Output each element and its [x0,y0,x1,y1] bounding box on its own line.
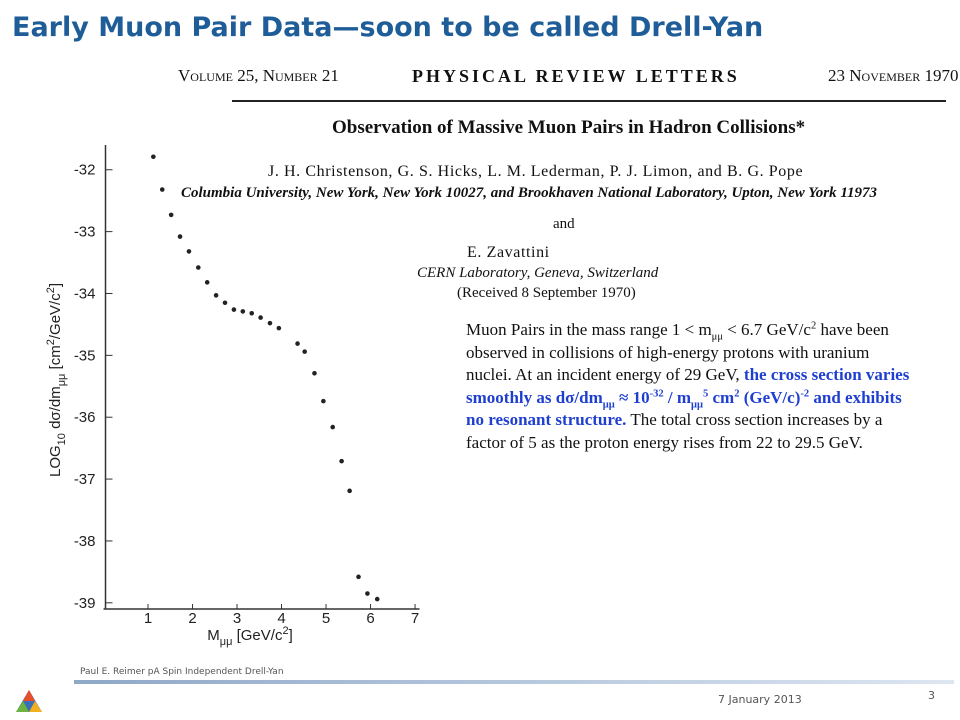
y-tick-label: -37 [74,471,96,488]
text: < 6.7 GeV/c [722,320,811,339]
highlight: the cross section varies smoothly as dσ/… [466,365,909,429]
x-tick-label: 5 [322,610,330,627]
y-tick-label: -38 [74,533,96,550]
affiliation: Columbia University, New York, New York … [181,185,878,201]
y-tick-label: -33 [74,224,96,241]
y-tick-label: -34 [74,285,96,302]
data-point [356,574,361,580]
text: (GeV/c) [739,387,801,407]
footer-date: 7 January 2013 [718,693,802,706]
data-point [321,398,326,404]
x-tick-label: 1 [144,610,152,627]
x-tick-label: 3 [233,610,241,627]
data-point [196,265,201,270]
data-point [339,458,344,464]
data-point [302,349,307,354]
text: μμ [220,636,233,648]
data-point [186,249,192,254]
summary: Muon Pairs in the mass range 1 < mμμ < 6… [466,319,916,454]
text: /GeV/c [47,293,64,339]
text: the cross section varies smoothly as dσ/… [466,365,910,407]
text: μμ [602,398,615,410]
data-point [168,212,174,218]
data-point [231,307,237,312]
text: 10 [56,433,68,445]
data-point [240,309,246,314]
data-point [347,488,352,494]
data-point [204,280,210,285]
data-point [222,300,228,306]
data-point [330,424,336,430]
author: E. Zavattini [467,244,550,261]
text: The total cross section increases by a f… [466,410,883,452]
affiliation: CERN Laboratory, Geneva, Switzerland [417,265,659,281]
text: M [207,627,220,644]
text: 2 [734,387,740,399]
text: cm [708,387,735,407]
text: Muon Pairs in the mass range 1 < m [466,320,712,339]
page-number: 3 [928,689,935,702]
text: 2 [45,287,57,293]
data-point [365,591,370,596]
x-tick-label: 4 [277,610,285,627]
conjunction: and [553,216,575,232]
data-point [295,341,300,346]
data-point [276,325,282,331]
authors: J. H. Christenson, G. S. Hicks, L. M. Le… [268,163,804,180]
data-point [258,315,263,320]
text: 2 [45,339,57,345]
y-tick-label: -35 [74,347,96,364]
text: [GeV/c [232,627,283,644]
text: 2 [282,625,288,637]
data-point [249,310,255,316]
text: μμ [691,398,703,410]
chart: LOG10 dσ/dmμμ [cm2/GeV/c2] Mμμ [GeV/c2] … [45,145,420,648]
logo [16,690,42,712]
received: (Received 8 September 1970) [457,285,636,301]
data-point [177,234,183,239]
x-tick-label: 2 [188,610,196,627]
x-axis-label: Mμμ [GeV/c2] [207,625,293,648]
y-tick-label: -32 [74,162,96,179]
journal-date: 23 November 1970 [828,66,959,85]
text: ] [47,283,64,287]
header-rule [232,100,946,102]
text: dσ/dm [47,386,64,433]
x-tick-label: 7 [411,610,419,627]
slide-title: Early Muon Pair Data—soon to be called D… [12,12,764,43]
data-point [312,370,317,376]
text: -32 [649,387,664,399]
text: 2 [810,320,817,332]
footer-bar [74,680,954,684]
text: -2 [800,387,810,399]
footer-text: Paul E. Reimer pA Spin Independent Drell… [80,667,284,677]
text: LOG [47,445,64,477]
data-point [151,154,156,160]
text: ] [289,627,293,644]
text: and exhibits no resonant structure. [466,387,902,430]
text: ≈ 10 [614,387,650,407]
data-point [374,596,380,602]
y-tick-label: -39 [74,595,96,612]
data-point [213,293,219,298]
text: μμ [56,374,68,387]
text: [cm [47,345,64,373]
y-axis-label: LOG10 dσ/dmμμ [cm2/GeV/c2] [45,283,68,477]
text: μμ [711,331,723,343]
journal-volume: Volume 25, Number 21 [178,66,339,85]
text: 5 [702,387,709,399]
journal-name: PHYSICAL REVIEW LETTERS [412,66,740,86]
data-point [267,320,273,326]
text: / m [663,387,692,407]
paper-title: Observation of Massive Muon Pairs in Had… [332,117,806,138]
x-tick-label: 6 [366,610,374,627]
text: have been observed in collisions of high… [466,320,889,384]
y-tick-label: -36 [74,409,96,426]
data-point [159,187,165,192]
